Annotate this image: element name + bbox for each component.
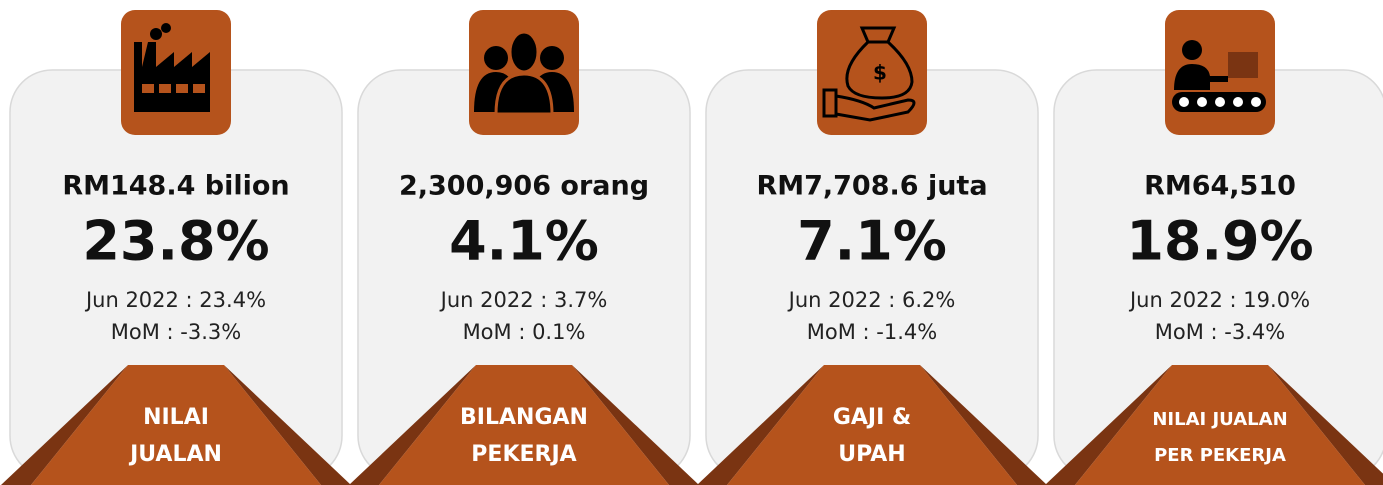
window [176,84,188,93]
headline: RM148.4 bilion [62,171,289,202]
percent: 18.9% [1126,210,1313,273]
mom: MoM : 0.1% [463,320,586,344]
label: PEKERJA [471,442,576,467]
percent: 23.8% [82,210,269,273]
comparison: Jun 2022 : 23.4% [84,288,266,312]
icon-box [817,10,927,135]
label: PER PEKERJA [1154,445,1286,466]
label-bg [1075,365,1365,485]
worker-head [1182,40,1202,60]
label: NILAI [143,405,209,430]
comparison: Jun 2022 : 3.7% [439,288,608,312]
person [540,46,564,70]
window [193,84,205,93]
mom: MoM : -3.3% [111,320,241,344]
person [494,72,554,116]
card: $ RM7,708.6 juta 7.1% Jun 2022 : 6.2% MoM : … [697,10,1047,485]
label-shadow [920,365,1047,485]
money-bag [845,26,914,100]
comparison: Jun 2022 : 6.2% [787,288,956,312]
label-bg [379,365,669,485]
label-shadow [1,365,128,485]
roller [1215,97,1225,107]
label: GAJI & [833,405,911,430]
card: RM64,510 18.9% Jun 2022 : 19.0% MoM : -3.4%… [1045,10,1383,485]
mom: MoM : -3.4% [1155,320,1285,344]
roller [1251,97,1261,107]
label: NILAI JUALAN [1152,409,1287,430]
label-shadow [1268,365,1383,485]
smoke [150,28,162,40]
person [484,46,508,70]
label-shadow [1045,365,1172,485]
worker-body [1174,64,1228,90]
label-shadow [697,365,824,485]
label-shadow [349,365,476,485]
smoke [161,23,171,33]
mom: MoM : -1.4% [807,320,937,344]
card: 2,300,906 orang 4.1% Jun 2022 : 3.7% MoM : … [349,10,699,485]
label-shadow [224,365,351,485]
roller [1197,97,1207,107]
person [508,30,540,74]
label-bg [727,365,1017,485]
comparison: Jun 2022 : 19.0% [1128,288,1310,312]
label: UPAH [838,442,905,467]
percent: 7.1% [797,210,947,273]
roller [1233,97,1243,107]
box [1228,52,1258,78]
hand [822,88,916,122]
window [159,84,171,93]
headline: 2,300,906 orang [399,171,649,202]
label: JUALAN [128,442,222,467]
roller [1179,97,1189,107]
card: RM148.4 bilion 23.8% Jun 2022 : 23.4% MoM :… [1,10,351,485]
percent: 4.1% [449,210,599,273]
window [142,84,154,93]
dollar-sign: $ [873,61,887,85]
label-shadow [572,365,699,485]
factory-icon [134,42,210,112]
label: BILANGAN [460,405,588,430]
label-bg [31,365,321,485]
headline: RM7,708.6 juta [756,171,987,202]
headline: RM64,510 [1144,171,1296,202]
